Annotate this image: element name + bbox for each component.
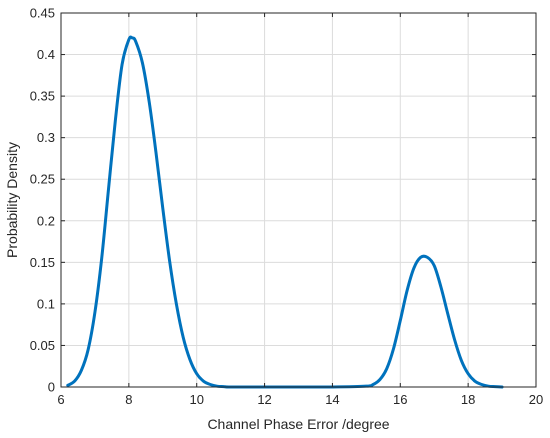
y-tick-label: 0.2 bbox=[37, 213, 55, 228]
x-tick-label: 20 bbox=[529, 392, 543, 407]
x-tick-label: 14 bbox=[325, 392, 339, 407]
x-axis-title: Channel Phase Error /degree bbox=[207, 416, 389, 432]
y-tick-label: 0.15 bbox=[30, 255, 55, 270]
y-tick-label: 0.35 bbox=[30, 89, 55, 104]
y-tick-label: 0.3 bbox=[37, 130, 55, 145]
y-axis-title: Probability Density bbox=[4, 142, 20, 258]
y-tick-label: 0.4 bbox=[37, 47, 55, 62]
x-tick-label: 10 bbox=[189, 392, 203, 407]
tick-layer: 6 8 10 12 14 16 18 20 0 0.05 0.1 0.15 0.2 0.25 0.3 0.35… bbox=[30, 6, 544, 408]
y-tick-label: 0.25 bbox=[30, 172, 55, 187]
y-tick-label: 0.45 bbox=[30, 6, 55, 21]
y-tick-label: 0.1 bbox=[37, 296, 55, 311]
y-tick-label: 0 bbox=[48, 380, 55, 395]
plot-frame bbox=[60, 12, 537, 388]
series-layer bbox=[66, 35, 504, 389]
series-line bbox=[66, 35, 504, 389]
x-tick-label: 16 bbox=[393, 392, 407, 407]
grid-layer bbox=[61, 13, 536, 387]
y-tick-label: 0.05 bbox=[30, 338, 55, 353]
x-tick-label: 12 bbox=[257, 392, 271, 407]
x-tick-label: 18 bbox=[461, 392, 475, 407]
x-tick-label: 6 bbox=[57, 392, 64, 407]
x-tick-label: 8 bbox=[125, 392, 132, 407]
